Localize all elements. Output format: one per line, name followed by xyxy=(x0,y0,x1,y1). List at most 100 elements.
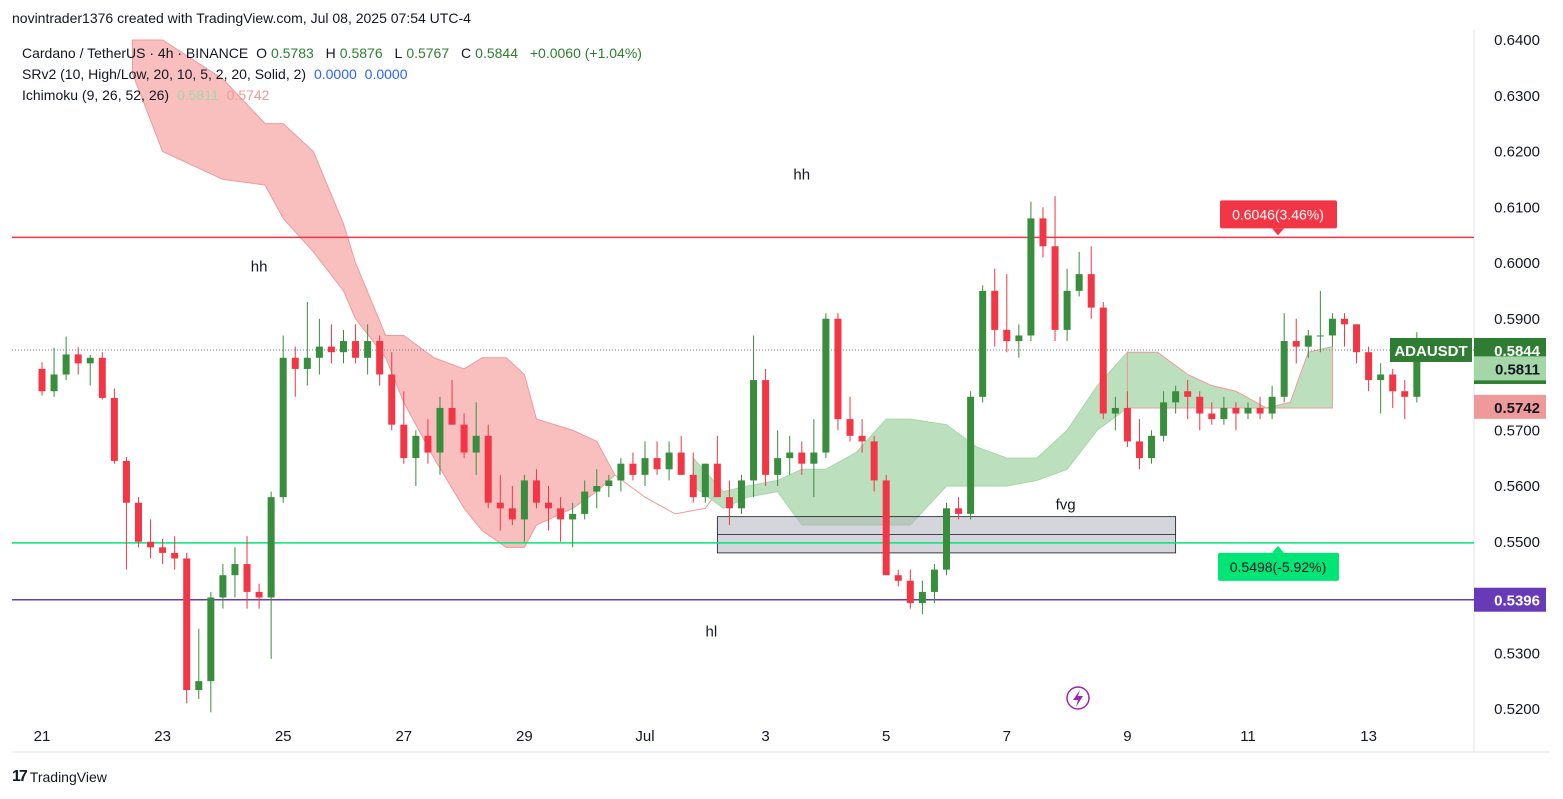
candle-body[interactable] xyxy=(484,435,492,503)
legend-srv2-row[interactable]: SRv2 (10, High/Low, 20, 10, 5, 2, 20, So… xyxy=(22,66,412,82)
candle-body[interactable] xyxy=(1316,335,1324,337)
lightning-icon[interactable] xyxy=(1066,686,1090,710)
candle-body[interactable] xyxy=(689,474,697,498)
candle-body[interactable] xyxy=(1244,407,1252,414)
candle-body[interactable] xyxy=(98,357,106,398)
candle-body[interactable] xyxy=(1003,329,1011,342)
candle-body[interactable] xyxy=(1280,341,1288,397)
candle-body[interactable] xyxy=(701,463,709,498)
candle-body[interactable] xyxy=(134,502,142,542)
candle-body[interactable] xyxy=(219,575,227,598)
candle-body[interactable] xyxy=(86,357,94,364)
candle-body[interactable] xyxy=(1027,218,1035,336)
candle-body[interactable] xyxy=(641,458,649,475)
candle-body[interactable] xyxy=(1268,396,1276,414)
candle-body[interactable] xyxy=(1208,413,1216,420)
candle-body[interactable] xyxy=(1135,441,1143,459)
candle-body[interactable] xyxy=(882,480,890,576)
candle-body[interactable] xyxy=(1172,391,1180,403)
candle-body[interactable] xyxy=(1148,435,1156,459)
candle-body[interactable] xyxy=(1099,307,1107,414)
candle-body[interactable] xyxy=(1220,407,1228,420)
candle-body[interactable] xyxy=(713,463,721,498)
candle-body[interactable] xyxy=(62,354,70,375)
candle-body[interactable] xyxy=(388,374,396,425)
candle-body[interactable] xyxy=(569,513,577,520)
candle-body[interactable] xyxy=(74,354,82,364)
candle-body[interactable] xyxy=(846,419,854,436)
candle-body[interactable] xyxy=(906,580,914,604)
candle-body[interactable] xyxy=(617,463,625,481)
candle-body[interactable] xyxy=(979,290,987,397)
candle-body[interactable] xyxy=(1365,352,1373,381)
candle-body[interactable] xyxy=(1340,318,1348,325)
candle-body[interactable] xyxy=(557,508,565,520)
candle-body[interactable] xyxy=(894,575,902,581)
candle-body[interactable] xyxy=(1328,318,1336,336)
candle-body[interactable] xyxy=(762,380,770,475)
candle-body[interactable] xyxy=(147,541,155,548)
candle-body[interactable] xyxy=(171,552,179,559)
candle-body[interactable] xyxy=(243,564,251,592)
candle-body[interactable] xyxy=(364,341,372,358)
candle-body[interactable] xyxy=(1051,246,1059,330)
candle-body[interactable] xyxy=(1039,218,1047,247)
candle-body[interactable] xyxy=(412,435,420,459)
candle-body[interactable] xyxy=(653,458,661,470)
candle-body[interactable] xyxy=(1232,407,1240,414)
candle-body[interactable] xyxy=(376,341,384,375)
candle-body[interactable] xyxy=(195,681,203,691)
candle-body[interactable] xyxy=(315,346,323,358)
candle-body[interactable] xyxy=(593,486,601,492)
candle-body[interactable] xyxy=(1196,396,1204,414)
candle-body[interactable] xyxy=(400,424,408,459)
candle-body[interactable] xyxy=(1087,274,1095,308)
candle-body[interactable] xyxy=(231,564,239,576)
candle-body[interactable] xyxy=(279,357,287,498)
candle-body[interactable] xyxy=(918,591,926,604)
candle-body[interactable] xyxy=(159,547,167,553)
candle-body[interactable] xyxy=(496,502,504,509)
candle-body[interactable] xyxy=(1063,290,1071,330)
candle-body[interactable] xyxy=(677,452,685,475)
candle-body[interactable] xyxy=(786,452,794,459)
candle-body[interactable] xyxy=(291,357,299,369)
candle-body[interactable] xyxy=(303,357,311,369)
candle-body[interactable] xyxy=(352,341,360,358)
candle-body[interactable] xyxy=(50,374,58,392)
symbol-badge[interactable] xyxy=(1390,337,1472,362)
candle-body[interactable] xyxy=(943,508,950,570)
candle-body[interactable] xyxy=(665,452,673,470)
candle-body[interactable] xyxy=(858,435,866,442)
candle-body[interactable] xyxy=(822,318,830,453)
candle-body[interactable] xyxy=(1389,374,1397,392)
candle-body[interactable] xyxy=(834,318,842,420)
candle-body[interactable] xyxy=(1401,391,1409,397)
candle-body[interactable] xyxy=(545,502,553,509)
candle-body[interactable] xyxy=(725,497,733,509)
resistance-price-label[interactable]: 0.6046(3.46%) xyxy=(1220,200,1337,236)
candle-body[interactable] xyxy=(183,558,191,691)
support-price-label[interactable]: 0.5498(-5.92%) xyxy=(1218,545,1339,581)
candle-body[interactable] xyxy=(798,452,806,464)
candle-body[interactable] xyxy=(255,591,263,598)
candle-body[interactable] xyxy=(1256,407,1264,414)
candle-body[interactable] xyxy=(1184,391,1192,397)
candle-body[interactable] xyxy=(448,407,456,425)
candle-body[interactable] xyxy=(1304,335,1312,347)
candle-body[interactable] xyxy=(508,508,516,520)
candle-body[interactable] xyxy=(424,435,432,453)
candle-body[interactable] xyxy=(207,597,215,682)
candle-body[interactable] xyxy=(436,407,444,453)
candle-body[interactable] xyxy=(1292,341,1300,347)
candle-body[interactable] xyxy=(1160,402,1168,436)
candle-body[interactable] xyxy=(955,508,963,514)
candle-body[interactable] xyxy=(991,290,999,330)
candle-body[interactable] xyxy=(520,480,528,520)
candle-body[interactable] xyxy=(870,441,878,481)
candle-body[interactable] xyxy=(1377,374,1385,381)
candle-body[interactable] xyxy=(810,452,818,464)
candle-body[interactable] xyxy=(122,460,130,503)
candle-body[interactable] xyxy=(774,458,782,475)
